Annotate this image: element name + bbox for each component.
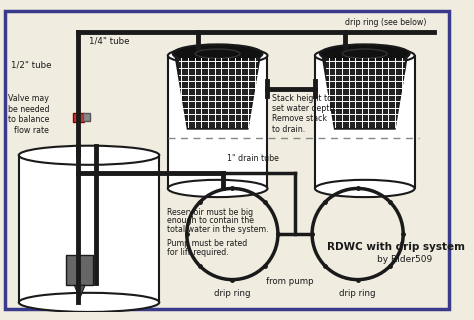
Ellipse shape: [315, 180, 415, 197]
Ellipse shape: [168, 47, 267, 64]
Text: 1" drain tube: 1" drain tube: [228, 155, 279, 164]
Text: drip ring: drip ring: [214, 289, 251, 298]
Polygon shape: [74, 285, 85, 299]
Text: 1/2" tube: 1/2" tube: [11, 60, 51, 69]
Text: 1/4" tube: 1/4" tube: [89, 37, 130, 46]
Text: Stack height to
set water depth.
Remove stack
to drain.: Stack height to set water depth. Remove …: [272, 93, 337, 134]
Ellipse shape: [195, 49, 240, 58]
Ellipse shape: [342, 49, 387, 58]
Ellipse shape: [168, 180, 267, 197]
Ellipse shape: [173, 44, 263, 63]
Text: RDWC with drip system: RDWC with drip system: [327, 242, 465, 252]
Bar: [315, 56, 415, 188]
Ellipse shape: [19, 293, 159, 312]
Polygon shape: [176, 58, 259, 129]
Text: from pump: from pump: [266, 277, 314, 286]
Bar: [19, 155, 159, 302]
Text: drip ring: drip ring: [339, 289, 376, 298]
Text: enough to contain the: enough to contain the: [167, 216, 254, 225]
Text: for lift required.: for lift required.: [167, 248, 228, 257]
Text: Reservoir must be big: Reservoir must be big: [167, 208, 253, 217]
Bar: [168, 56, 267, 188]
Bar: [82, 114, 90, 121]
Bar: [73, 113, 84, 122]
Ellipse shape: [315, 47, 415, 64]
Text: total water in the system.: total water in the system.: [167, 225, 268, 234]
Text: drip ring (see below): drip ring (see below): [346, 18, 427, 27]
Ellipse shape: [320, 44, 410, 63]
Ellipse shape: [19, 146, 159, 165]
Text: Valve may
be needed
to balance
flow rate: Valve may be needed to balance flow rate: [8, 94, 49, 134]
Text: Pump must be rated: Pump must be rated: [167, 239, 247, 248]
Polygon shape: [323, 58, 407, 129]
Text: by Rider509: by Rider509: [377, 255, 433, 264]
Bar: [66, 255, 93, 285]
